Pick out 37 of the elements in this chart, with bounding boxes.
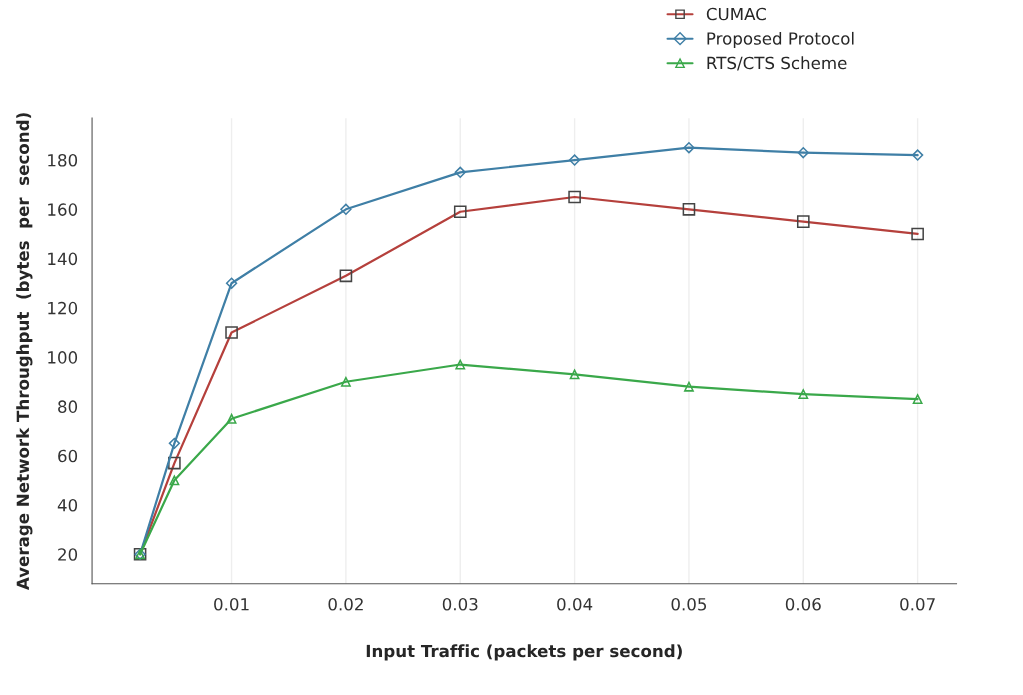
y-tick-label: 140 bbox=[48, 252, 78, 266]
y-tick-label: 20 bbox=[58, 548, 78, 561]
point bbox=[569, 369, 580, 380]
x-tick-label: 0.05 bbox=[671, 597, 707, 611]
x-tick-label: 0.01 bbox=[214, 597, 249, 611]
y-tick-label: 40 bbox=[57, 498, 78, 512]
legend-label: Proposed Protocol bbox=[707, 31, 854, 49]
point bbox=[225, 277, 238, 289]
y-axis-title: Average Network Throughput (bytes per second) bbox=[16, 113, 33, 591]
y-tick-label: 60 bbox=[58, 449, 78, 463]
point bbox=[226, 413, 237, 424]
y-tick-label: 80 bbox=[58, 400, 78, 413]
y-tick-label: 100 bbox=[48, 351, 78, 364]
x-tick-label: 0.02 bbox=[328, 597, 363, 611]
point bbox=[684, 381, 694, 392]
x-axis-title: Input Traffic (packets per second) bbox=[366, 644, 682, 661]
point bbox=[911, 149, 924, 161]
point bbox=[798, 389, 809, 400]
x-tick-label: 0.04 bbox=[557, 597, 593, 611]
point bbox=[797, 146, 809, 159]
point bbox=[912, 394, 923, 404]
point bbox=[454, 166, 466, 179]
y-tick-label: 180 bbox=[48, 154, 78, 167]
y-tick-label: 160 bbox=[48, 203, 78, 216]
point bbox=[169, 475, 180, 486]
x-tick-label: 0.06 bbox=[785, 597, 821, 611]
point bbox=[168, 437, 181, 450]
point bbox=[568, 154, 581, 166]
legend-label: CUMAC bbox=[706, 7, 766, 21]
y-tick-label: 120 bbox=[48, 301, 78, 315]
point bbox=[683, 142, 695, 154]
x-tick-label: 0.07 bbox=[900, 597, 935, 611]
point bbox=[455, 359, 466, 370]
point bbox=[340, 376, 351, 387]
point bbox=[340, 203, 352, 215]
x-tick-label: 0.03 bbox=[442, 597, 478, 611]
legend-label: RTS/CTS Scheme bbox=[707, 56, 847, 71]
